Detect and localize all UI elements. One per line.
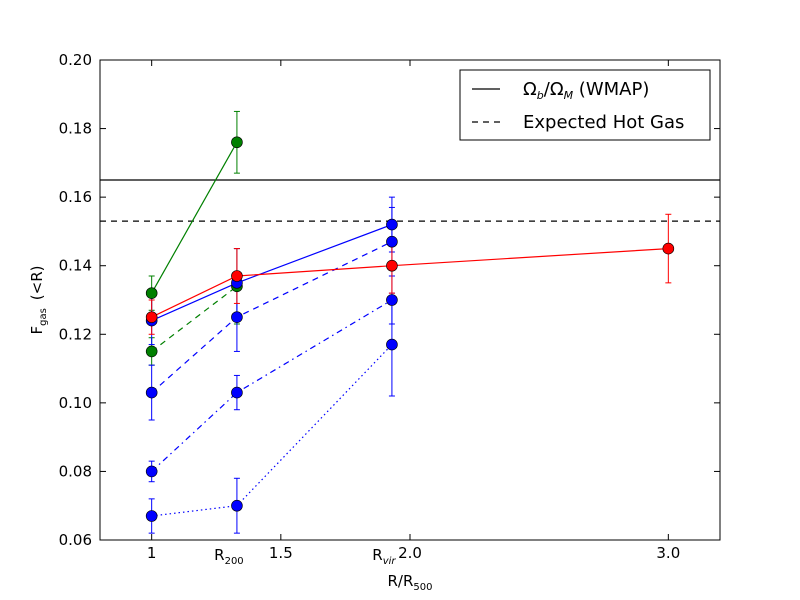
data-point xyxy=(145,311,158,323)
plot-area xyxy=(100,110,720,534)
data-point xyxy=(386,294,398,306)
data-point xyxy=(145,287,158,299)
y-tick-label: 0.18 xyxy=(59,120,92,138)
data-point xyxy=(662,242,675,255)
x-tick-label-special: Rvir xyxy=(372,546,396,567)
x-tick-label: 1.5 xyxy=(269,544,293,562)
y-tick-label: 0.20 xyxy=(59,51,92,69)
x-tick-label-special: R200 xyxy=(214,546,244,567)
data-point xyxy=(231,270,243,282)
data-point xyxy=(231,386,243,399)
data-point xyxy=(386,218,398,231)
x-axis-label: R/R500 xyxy=(388,572,433,593)
x-tick-label: 1 xyxy=(147,544,157,562)
data-point xyxy=(386,259,398,272)
y-tick-label: 0.12 xyxy=(59,325,92,343)
data-point xyxy=(386,338,398,351)
x-tick-label: 3.0 xyxy=(656,544,680,562)
legend: Ωb/ΩM (WMAP) Expected Hot Gas xyxy=(459,69,711,141)
y-tick-label: 0.10 xyxy=(59,394,92,412)
x-tick-label: 2.0 xyxy=(398,544,422,562)
series-line xyxy=(151,142,238,294)
data-point xyxy=(145,510,158,522)
legend-label-hot-gas: Expected Hot Gas xyxy=(523,112,684,133)
data-point xyxy=(231,311,243,323)
legend-label-wmap: Ωb/ΩM (WMAP) xyxy=(523,79,649,102)
data-point xyxy=(231,499,243,512)
series-line xyxy=(151,299,393,472)
y-tick-label: 0.16 xyxy=(59,188,92,206)
series-line xyxy=(151,285,238,352)
y-tick-label: 0.14 xyxy=(59,257,92,275)
data-point xyxy=(145,465,158,478)
data-point xyxy=(145,345,158,358)
data-point xyxy=(386,235,398,248)
data-point xyxy=(145,386,158,399)
y-tick-label: 0.06 xyxy=(59,531,92,549)
data-point xyxy=(231,136,243,149)
axes: 0.06 0.08 0.10 0.12 0.14 0.16 0.18 0.20 1 1.5 2.0 3… xyxy=(59,51,721,567)
y-tick-label: 0.08 xyxy=(59,462,92,480)
legend-box xyxy=(459,69,711,141)
series-line xyxy=(151,248,669,318)
y-axis-label: Fgas(<R) xyxy=(28,265,49,334)
